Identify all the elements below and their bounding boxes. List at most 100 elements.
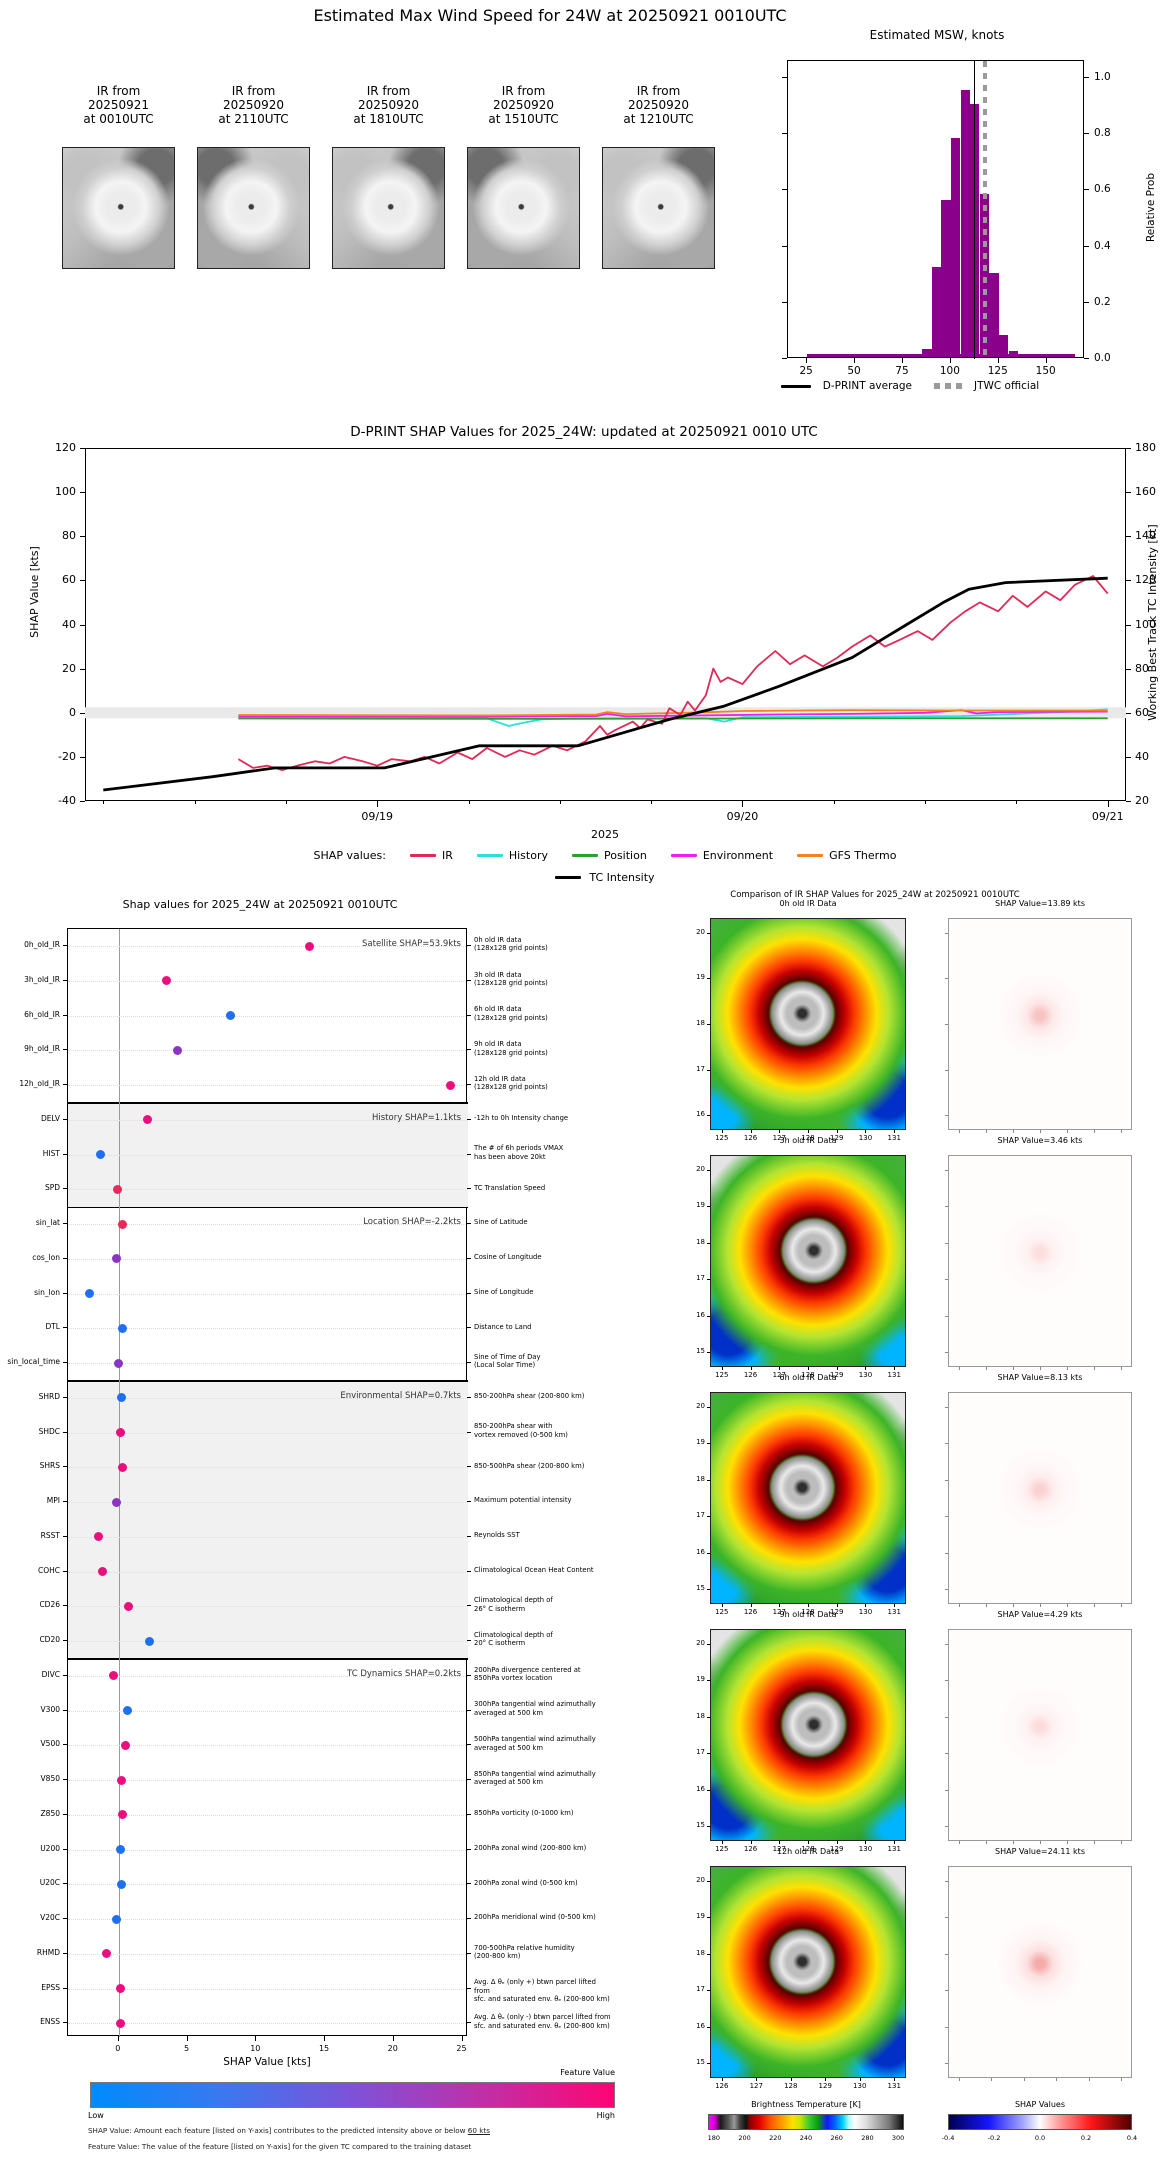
shap-xtick-mark bbox=[1120, 1604, 1122, 1607]
feature-dot bbox=[85, 1289, 95, 1298]
ir-ytick-mark bbox=[707, 1716, 710, 1718]
shap-xtick-mark bbox=[1066, 1130, 1068, 1133]
feature-dot bbox=[305, 941, 315, 951]
ts-ytick-left-mark bbox=[80, 801, 85, 802]
ir-ytick-mark bbox=[707, 1169, 710, 1171]
feature-dot bbox=[112, 1184, 122, 1194]
ir-ytick-mark bbox=[707, 1069, 710, 1071]
row-gridline bbox=[68, 1745, 468, 1747]
ir-ytick-mark bbox=[707, 1406, 710, 1408]
shap-map-image bbox=[948, 1392, 1132, 1604]
row-gridline bbox=[68, 1328, 468, 1330]
feature-label: CD20 bbox=[39, 1635, 60, 1644]
desc-tick bbox=[467, 1779, 471, 1780]
ts-ytick-left-label: 80 bbox=[62, 529, 76, 543]
ts-ytick-right-mark bbox=[1126, 536, 1131, 538]
dprint-average-line-swatch bbox=[780, 384, 811, 388]
timeseries-legend-row2: TC Intensity bbox=[130, 871, 1080, 884]
shap-xtick-mark bbox=[1093, 1130, 1095, 1133]
row-gridline bbox=[68, 1641, 468, 1642]
ir-ytick-mark bbox=[707, 1516, 710, 1518]
histogram-bar bbox=[922, 348, 932, 357]
ts-ytick-left-label: -40 bbox=[58, 794, 76, 807]
ir-ytick-label: 18 bbox=[696, 1019, 705, 1027]
feature-label: SPD bbox=[44, 1183, 60, 1193]
feature-label: ENSS bbox=[40, 2017, 60, 2027]
feature-dot bbox=[123, 1601, 133, 1611]
jtwc-official-line-swatch bbox=[934, 383, 962, 389]
ir-ytick-mark bbox=[707, 1352, 710, 1354]
ir-xtick-label: 125 bbox=[715, 1608, 729, 1616]
histogram-bar bbox=[998, 334, 1009, 357]
ir-xtick-mark bbox=[721, 1130, 723, 1133]
histogram-xtick-mark bbox=[949, 358, 951, 363]
ir-xtick-label: 130 bbox=[858, 1134, 873, 1142]
row-gridline bbox=[68, 1397, 468, 1399]
ts-ytick-left-mark bbox=[80, 712, 85, 714]
feature-label: HIST bbox=[42, 1148, 60, 1158]
feature-tick bbox=[63, 1223, 67, 1224]
ir-xtick-label: 126 bbox=[715, 2082, 729, 2090]
feature-description: 700-500hPa relative humidity (200-800 km… bbox=[474, 1943, 575, 1961]
bt-colorbar-tick: 200 bbox=[738, 2134, 751, 2142]
ir-ytick-label: 17 bbox=[696, 1985, 705, 1994]
feature-description: 3h old IR data (128x128 grid points) bbox=[474, 970, 548, 988]
histogram-xtick-mark bbox=[901, 358, 903, 363]
desc-tick bbox=[467, 1327, 471, 1329]
ts-xtick-mark bbox=[925, 801, 927, 804]
ir-ytick-label: 17 bbox=[696, 1274, 705, 1283]
ir-xtick-mark bbox=[750, 1367, 752, 1370]
dotplot-title: Shap values for 2025_24W at 20250921 001… bbox=[122, 898, 398, 911]
row-gridline bbox=[68, 2023, 468, 2025]
feature-label: Z850 bbox=[40, 1808, 60, 1818]
feature-dot bbox=[121, 1740, 131, 1750]
feature-label: COHC bbox=[37, 1565, 60, 1575]
ts-xtick-mark bbox=[742, 801, 744, 807]
feature-label: V20C bbox=[40, 1913, 60, 1922]
series-ir bbox=[237, 575, 1109, 771]
ts-ytick-left-mark bbox=[80, 536, 85, 538]
feature-description: Reynolds SST bbox=[474, 1531, 520, 1540]
feature-description: 850hPa vorticity (0-1000 km) bbox=[474, 1809, 574, 1818]
shap-ytick-mark bbox=[945, 1024, 948, 1025]
ts-xtick-label: 09/19 bbox=[361, 810, 394, 823]
feature-label: V500 bbox=[40, 1739, 60, 1749]
jtwc-official-line bbox=[983, 61, 988, 359]
shap-ytick-mark bbox=[945, 1406, 948, 1408]
ir-ytick-label: 17 bbox=[696, 1748, 705, 1757]
shap-xtick-mark bbox=[1040, 1130, 1041, 1133]
ir-xtick-label: 130 bbox=[858, 1371, 873, 1379]
shap-colorbar-tick: -0.4 bbox=[941, 2134, 955, 2142]
ir-xtick-label: 126 bbox=[743, 1134, 758, 1142]
ir-ytick-label: 18 bbox=[696, 1237, 705, 1246]
legend-label: GFS Thermo bbox=[829, 849, 897, 862]
feature-dot bbox=[115, 1428, 125, 1437]
ir-thumbnail-image bbox=[602, 147, 715, 269]
ir-xtick-mark bbox=[825, 2078, 827, 2081]
ts-ytick-right-mark bbox=[1126, 448, 1131, 449]
ts-ytick-left-label: 0 bbox=[69, 705, 76, 719]
shap-xtick-mark bbox=[1120, 2078, 1122, 2081]
histogram-ytick-mark-left bbox=[782, 301, 787, 303]
shap-ytick-mark bbox=[945, 2063, 948, 2065]
ir-xtick-label: 127 bbox=[749, 2082, 763, 2090]
ir-xtick-mark bbox=[721, 1841, 723, 1844]
timeseries-title: D-PRINT SHAP Values for 2025_24W: update… bbox=[350, 424, 818, 440]
shap-row-title: SHAP Value=13.89 kts bbox=[995, 899, 1085, 908]
bt-colorbar-title: Brightness Temperature [K] bbox=[751, 2100, 861, 2109]
ir-xtick-label: 129 bbox=[818, 2082, 832, 2090]
shap-ytick-mark bbox=[945, 1643, 948, 1645]
ts-ytick-right-mark bbox=[1126, 580, 1131, 582]
feature-label: MPI bbox=[46, 1496, 60, 1505]
histogram-ytick-label: 1.0 bbox=[1094, 70, 1111, 83]
shap-colorbar-tick: 0.2 bbox=[1080, 2134, 1092, 2142]
feature-description: 850-500hPa shear (200-800 km) bbox=[474, 1461, 585, 1470]
histogram-bar bbox=[931, 267, 942, 357]
desc-tick bbox=[467, 1362, 471, 1363]
histogram-ytick-mark-left bbox=[782, 189, 787, 191]
zero-line bbox=[118, 929, 121, 2037]
feature-description: 9h old IR data (128x128 grid points) bbox=[474, 1040, 548, 1057]
shap-ytick-mark bbox=[945, 1753, 948, 1755]
feature-tick bbox=[63, 1084, 67, 1085]
feature-dot bbox=[115, 1845, 125, 1854]
